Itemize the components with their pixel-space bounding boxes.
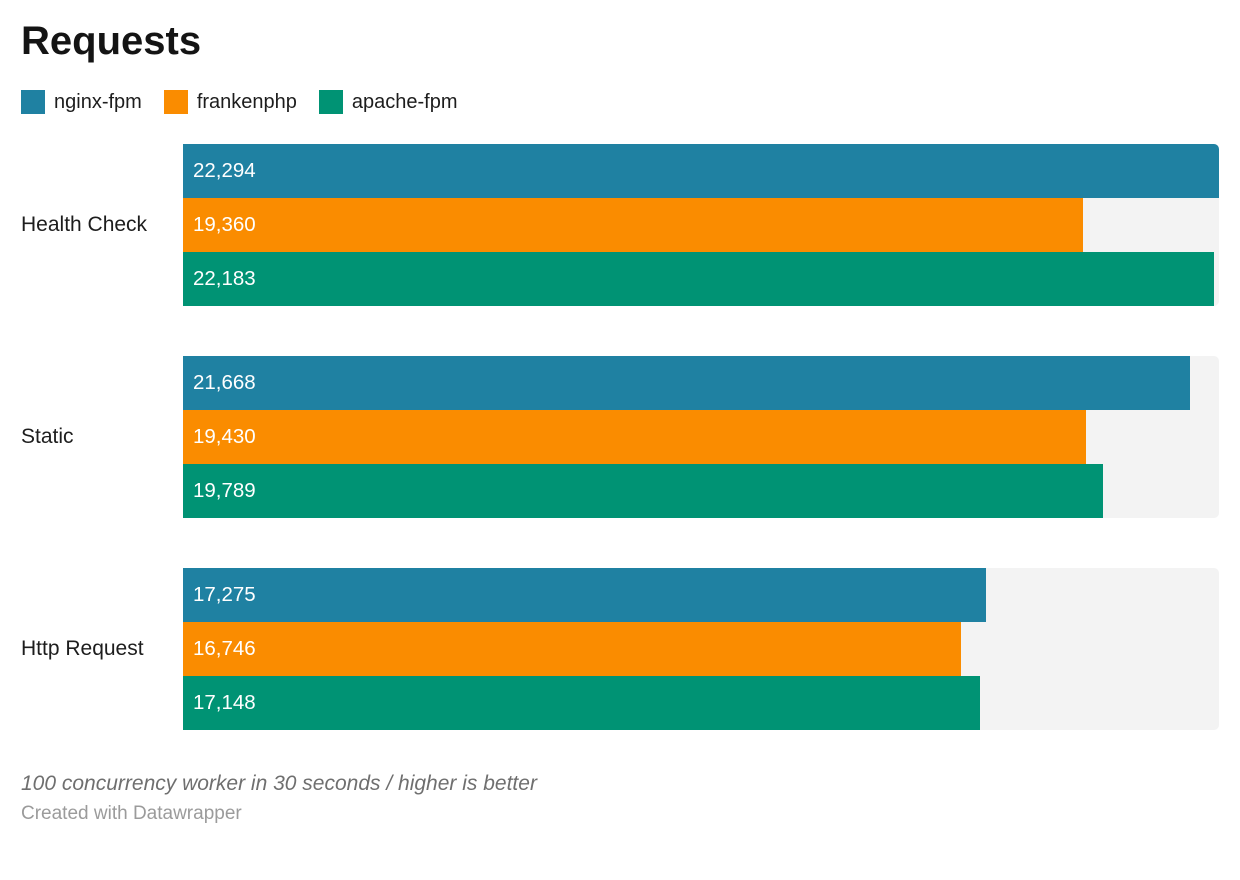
bar-frankenphp-static: 19,430 bbox=[183, 410, 1086, 464]
bar-value-label: 19,789 bbox=[193, 479, 256, 502]
datawrapper-attribution[interactable]: Created with Datawrapper bbox=[21, 803, 242, 824]
legend-label: frankenphp bbox=[196, 90, 297, 113]
chart-card: Requests nginx-fpm frankenphp apache-fpm H… bbox=[0, 20, 1240, 825]
bar-track: 21,668 19,430 19,789 bbox=[183, 356, 1219, 518]
plot-area: Health Check 22,294 19,360 22,183 Static 21,6… bbox=[21, 144, 1219, 730]
legend-swatch-apache-fpm bbox=[318, 90, 343, 114]
bar-group-static: Static 21,668 19,430 19,789 bbox=[21, 356, 1219, 518]
chart-title: Requests bbox=[21, 19, 202, 63]
legend-label: apache-fpm bbox=[351, 90, 458, 113]
legend-item-apache-fpm: apache-fpm bbox=[318, 90, 458, 114]
category-label: Static bbox=[21, 425, 74, 448]
bar-apache-fpm-health-check: 22,183 bbox=[183, 252, 1214, 306]
category-label: Http Request bbox=[21, 637, 144, 660]
bar-value-label: 22,294 bbox=[193, 159, 256, 182]
bar-apache-fpm-static: 19,789 bbox=[183, 464, 1103, 518]
bar-value-label: 22,183 bbox=[193, 267, 256, 290]
legend-swatch-nginx-fpm bbox=[21, 90, 45, 114]
bar-frankenphp-http-request: 16,746 bbox=[183, 622, 962, 676]
legend-item-nginx-fpm: nginx-fpm bbox=[21, 90, 142, 114]
bar-frankenphp-health-check: 19,360 bbox=[183, 198, 1083, 252]
legend: nginx-fpm frankenphp apache-fpm bbox=[21, 90, 1219, 114]
bar-value-label: 17,275 bbox=[193, 583, 256, 606]
category-label: Health Check bbox=[21, 213, 148, 236]
bar-value-label: 16,746 bbox=[193, 637, 256, 660]
legend-label: nginx-fpm bbox=[54, 90, 142, 113]
bar-value-label: 19,360 bbox=[193, 213, 256, 236]
bar-nginx-fpm-health-check: 22,294 bbox=[183, 144, 1219, 198]
bar-nginx-fpm-static: 21,668 bbox=[183, 356, 1190, 410]
bar-value-label: 19,430 bbox=[193, 425, 256, 448]
bar-track: 22,294 19,360 22,183 bbox=[183, 144, 1219, 306]
bar-value-label: 21,668 bbox=[193, 371, 256, 394]
bar-nginx-fpm-http-request: 17,275 bbox=[183, 568, 986, 622]
bar-apache-fpm-http-request: 17,148 bbox=[183, 676, 980, 730]
legend-swatch-frankenphp bbox=[163, 90, 188, 114]
bar-value-label: 17,148 bbox=[193, 691, 256, 714]
legend-item-frankenphp: frankenphp bbox=[163, 90, 297, 114]
bar-group-http-request: Http Request 17,275 16,746 17,148 bbox=[21, 568, 1219, 730]
bar-track: 17,275 16,746 17,148 bbox=[183, 568, 1219, 730]
bar-group-health-check: Health Check 22,294 19,360 22,183 bbox=[21, 144, 1219, 306]
chart-note: 100 concurrency worker in 30 seconds / h… bbox=[21, 772, 537, 795]
